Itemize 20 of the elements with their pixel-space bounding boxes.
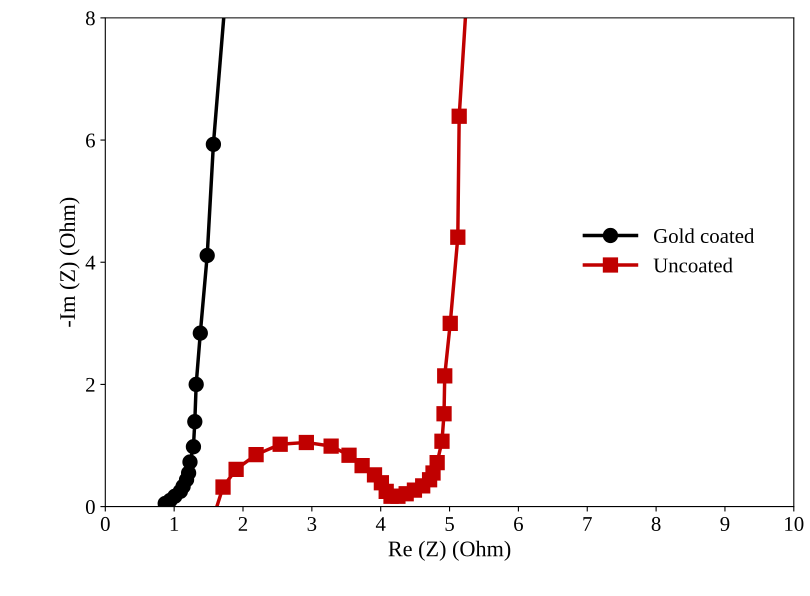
x-tick-label: 1 xyxy=(170,517,178,531)
x-tick-label: 3 xyxy=(308,516,316,531)
x-tick-label: 9 xyxy=(720,516,730,531)
legend-label: Gold coated xyxy=(654,228,754,244)
x-tick-label: 2 xyxy=(238,516,248,531)
x-tick-label: 0 xyxy=(100,516,110,531)
y-tick-label: 8 xyxy=(86,11,95,26)
y-axis-title: -Im (Z) (Ohm) xyxy=(59,198,80,327)
x-tick-label: 10 xyxy=(785,516,804,531)
x-tick-label: 5 xyxy=(446,517,454,531)
x-tick-label: 7 xyxy=(583,517,592,531)
x-tick-label: 8 xyxy=(652,516,661,531)
x-tick-label: 4 xyxy=(376,517,386,531)
y-tick-label: 0 xyxy=(86,500,95,514)
y-tick-label: 2 xyxy=(86,378,94,392)
x-axis-title: Re (Z) (Ohm) xyxy=(388,540,510,561)
y-tick-label: 6 xyxy=(86,133,95,148)
x-tick-label: 6 xyxy=(514,516,523,531)
y-tick-label: 4 xyxy=(86,256,96,270)
legend-label: Uncoated xyxy=(654,258,733,272)
